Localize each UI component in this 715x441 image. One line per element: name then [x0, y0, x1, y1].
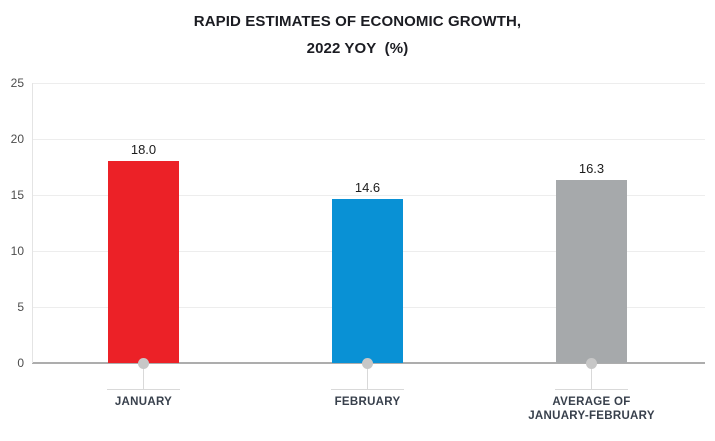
y-tick-label-15: 15: [10, 188, 24, 202]
category-label-line: FEBRUARY: [334, 396, 401, 408]
y-tick-label-10: 10: [10, 244, 24, 258]
category-label-line: JANUARY: [114, 396, 173, 408]
gridline-20: [32, 138, 705, 140]
bar-february: [332, 199, 403, 363]
base-marker-stem-february: [366, 363, 369, 389]
y-axis-line: [32, 83, 33, 363]
y-tick-label-0: 0: [17, 356, 24, 370]
chart-title-line-1: RAPID ESTIMATES OF ECONOMIC GROWTH,: [193, 13, 522, 30]
category-label-average-of-january-february: AVERAGE OF JANUARY-FEBRUARY: [502, 395, 682, 423]
y-tick-label-5: 5: [17, 300, 24, 314]
gridline-15: [32, 194, 705, 196]
base-marker-stem-average-of-january-february: [590, 363, 593, 389]
gridline-25: [32, 82, 705, 84]
value-label-february: 14.6: [354, 180, 381, 196]
base-marker-stem-january: [142, 363, 145, 389]
base-marker-bracket-january: [107, 388, 180, 390]
base-marker-bracket-average-of-january-february: [555, 388, 628, 390]
value-label-january: 18.0: [130, 142, 157, 158]
chart-title: RAPID ESTIMATES OF ECONOMIC GROWTH, 2022…: [0, 8, 715, 62]
value-label-average-of-january-february: 16.3: [578, 161, 605, 177]
y-tick-label-25: 25: [10, 76, 24, 90]
bar-average-of-january-february: [556, 180, 627, 363]
category-label-february: FEBRUARY: [278, 395, 458, 409]
base-marker-circle-february: [362, 357, 373, 369]
category-label-line: AVERAGE OF: [552, 396, 631, 408]
y-tick-label-20: 20: [10, 132, 24, 146]
base-marker-circle-average-of-january-february: [586, 357, 597, 369]
chart-title-line-2: 2022 YOY (%): [306, 40, 409, 57]
category-label-line: JANUARY-FEBRUARY: [528, 410, 655, 422]
base-marker-bracket-february: [331, 388, 404, 390]
category-label-january: JANUARY: [54, 395, 234, 409]
bar-january: [108, 161, 179, 363]
base-marker-circle-january: [138, 357, 149, 369]
